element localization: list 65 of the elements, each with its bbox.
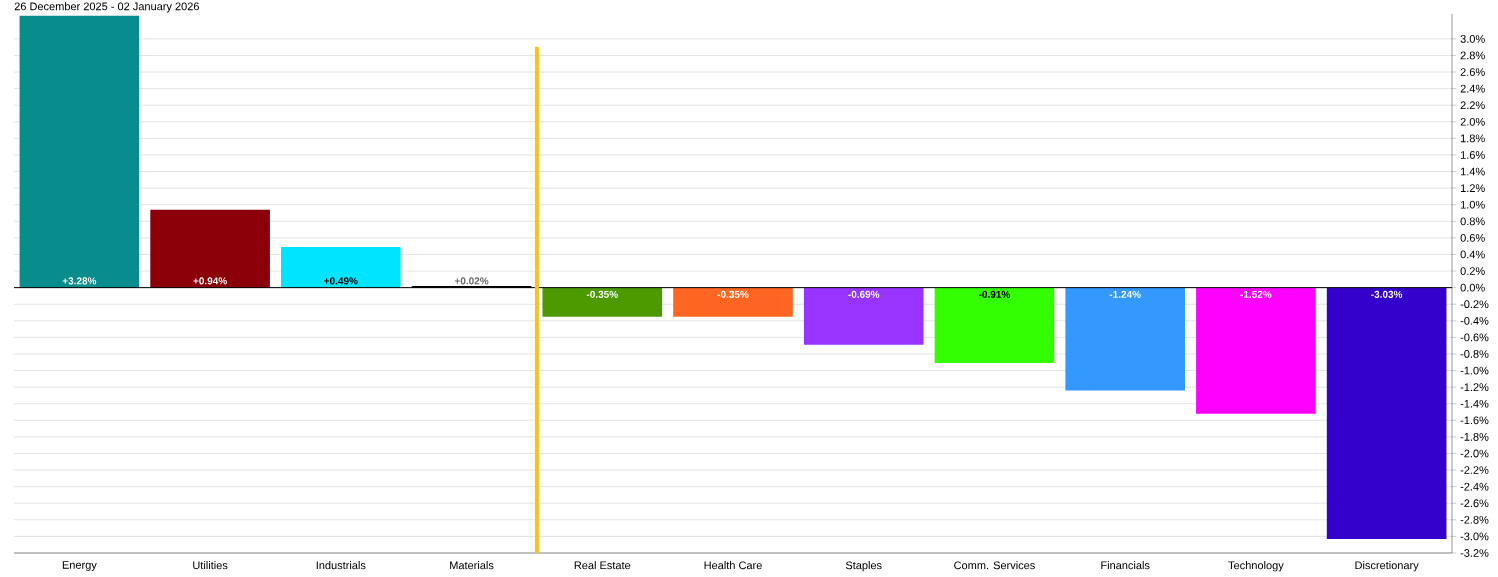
y-tick-label: 1.2% bbox=[1460, 184, 1485, 192]
data-label: -0.35% bbox=[717, 290, 749, 298]
bar bbox=[1196, 287, 1316, 414]
bar bbox=[1326, 287, 1447, 539]
y-tick-label: 2.4% bbox=[1460, 84, 1485, 93]
x-tick-label: Financials bbox=[1101, 561, 1150, 570]
bar bbox=[281, 247, 401, 288]
y-tick-label: -0.6% bbox=[1460, 333, 1489, 342]
y-tick-label: -0.8% bbox=[1460, 350, 1489, 358]
bar bbox=[542, 287, 663, 317]
y-tick-label: -2.0% bbox=[1460, 449, 1489, 458]
data-label: -1.52% bbox=[1240, 290, 1272, 298]
y-tick-label: 2.8% bbox=[1460, 51, 1485, 60]
chart-title: 26 December 2025 - 02 January 2026 bbox=[14, 2, 199, 13]
y-tick-label: -0.4% bbox=[1460, 316, 1489, 325]
data-label: +0.02% bbox=[454, 277, 489, 285]
y-tick-label: -3.2% bbox=[1460, 549, 1489, 557]
data-label: +3.28% bbox=[62, 277, 97, 285]
bar bbox=[803, 287, 924, 345]
x-tick-label: Real Estate bbox=[574, 561, 631, 570]
y-tick-label: 2.0% bbox=[1460, 117, 1485, 126]
bar bbox=[673, 287, 793, 317]
y-tick-label: 0.2% bbox=[1460, 267, 1485, 275]
x-tick-label: Industrials bbox=[316, 561, 366, 570]
y-tick-label: -2.6% bbox=[1460, 499, 1489, 508]
bar bbox=[19, 15, 140, 288]
x-tick-label: Utilities bbox=[193, 561, 228, 570]
data-label: -3.03% bbox=[1371, 290, 1403, 298]
y-tick-label: -1.8% bbox=[1460, 433, 1489, 441]
y-tick-label: -2.2% bbox=[1460, 466, 1489, 474]
y-tick-label: -1.0% bbox=[1460, 366, 1489, 375]
x-tick-label: Materials bbox=[450, 561, 494, 570]
y-tick-label: -1.2% bbox=[1460, 383, 1489, 392]
y-tick-label: 1.4% bbox=[1460, 167, 1485, 176]
y-tick-label: -3.0% bbox=[1460, 532, 1489, 541]
x-tick-label: Energy bbox=[62, 561, 97, 571]
y-tick-label: 3.0% bbox=[1460, 34, 1485, 43]
y-tick-label: 0.6% bbox=[1460, 234, 1485, 242]
y-tick-label: 2.2% bbox=[1460, 101, 1485, 110]
data-label: -0.35% bbox=[586, 290, 618, 298]
y-tick-label: 1.6% bbox=[1460, 151, 1485, 159]
x-tick-label: Health Care bbox=[704, 561, 762, 570]
bar bbox=[934, 287, 1055, 364]
y-tick-label: -1.4% bbox=[1460, 399, 1489, 408]
data-label: -1.24% bbox=[1109, 290, 1141, 298]
x-tick-label: Discretionary bbox=[1355, 561, 1419, 572]
y-tick-label: 0.8% bbox=[1460, 217, 1485, 226]
data-label: -0.69% bbox=[848, 290, 880, 298]
y-tick-label: 1.0% bbox=[1460, 200, 1485, 209]
y-tick-label: -0.2% bbox=[1460, 300, 1489, 309]
x-tick-label: Technology bbox=[1228, 561, 1284, 572]
y-tick-label: -1.6% bbox=[1460, 416, 1489, 425]
y-tick-label: 2.6% bbox=[1460, 68, 1485, 76]
data-label: +0.94% bbox=[193, 277, 227, 285]
data-label: -0.91% bbox=[979, 290, 1011, 298]
bar bbox=[1065, 287, 1185, 391]
x-tick-label: Comm. Services bbox=[954, 561, 1035, 570]
y-tick-label: 0.0% bbox=[1460, 283, 1485, 292]
y-tick-label: 1.8% bbox=[1460, 134, 1485, 143]
bar bbox=[150, 209, 270, 288]
y-tick-label: -2.8% bbox=[1460, 515, 1489, 524]
y-tick-label: -2.4% bbox=[1460, 482, 1489, 491]
y-tick-label: 0.4% bbox=[1460, 250, 1485, 259]
x-tick-label: Staples bbox=[845, 561, 882, 572]
data-label: +0.49% bbox=[324, 277, 358, 285]
